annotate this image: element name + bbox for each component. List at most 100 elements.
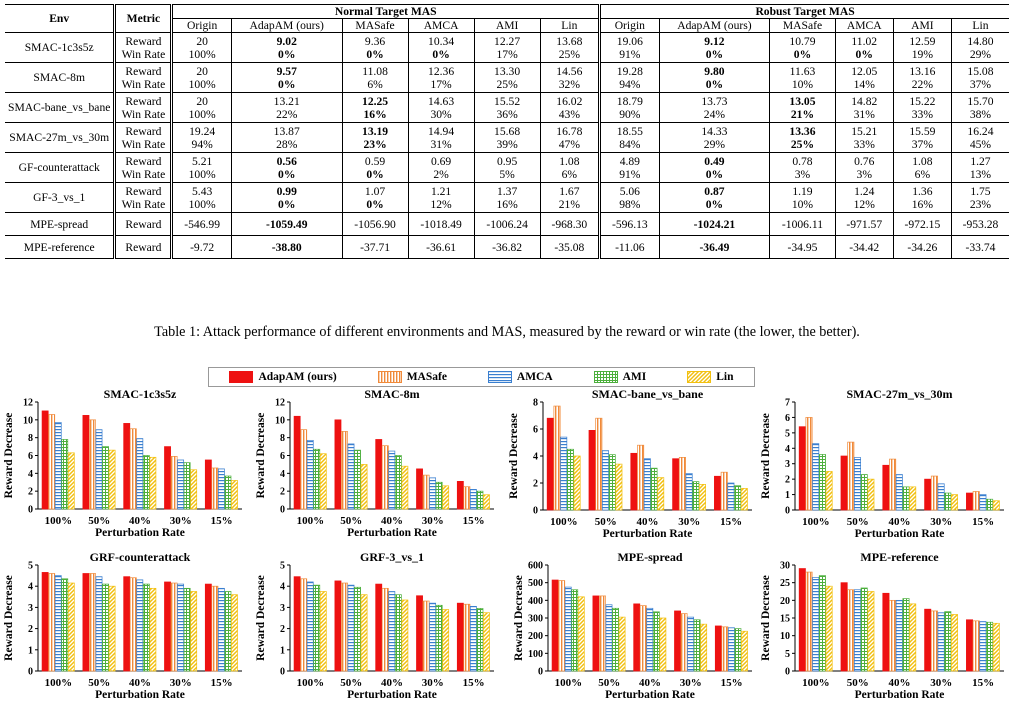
bar (300, 429, 308, 510)
value: 9.12 (704, 34, 725, 48)
bar (630, 452, 638, 511)
bar (306, 439, 314, 510)
column-header: Origin (187, 19, 218, 32)
value: 14.63 (428, 94, 455, 108)
column-header: Origin (614, 19, 645, 32)
value-cell: 20 100% (171, 32, 232, 63)
legend-swatch (487, 371, 512, 383)
column-header: Lin (950, 18, 1009, 33)
y-axis-label: Reward Decrease (508, 413, 520, 499)
value: 12% (430, 197, 452, 211)
bar (375, 439, 383, 510)
bar (108, 449, 116, 510)
value: 0.78 (792, 154, 813, 168)
bar (979, 621, 987, 672)
value: 90% (619, 107, 641, 121)
value: 9.57 (276, 64, 297, 78)
value: 3% (794, 167, 811, 181)
bar (605, 604, 613, 672)
value-cell: -36.61 (407, 235, 475, 259)
bar (924, 608, 932, 672)
bar (937, 483, 945, 511)
metric-label: Reward (125, 34, 162, 48)
y-tick-label: 2 (280, 487, 285, 498)
bar (944, 611, 952, 672)
x-axis-label: Perturbation Rate (855, 689, 945, 701)
value-cell: 15.52 36% (473, 92, 541, 123)
bar (930, 475, 938, 511)
value: 9.36 (364, 34, 386, 48)
table-row: SMAC-8m Reward Win Rate 20 100% 9.57 0% 11.08 6%… (5, 62, 1009, 93)
x-tick-label: 30% (930, 677, 952, 689)
value-cell: 13.19 23% (341, 122, 409, 153)
value: 16% (496, 197, 518, 211)
y-axis-label: Reward Decrease (3, 575, 15, 661)
env-name: GF-counterattack (5, 152, 117, 183)
value: 22% (911, 77, 933, 91)
y-axis-label: Reward Decrease (3, 413, 15, 499)
bar (231, 480, 238, 510)
value: 19% (911, 47, 933, 61)
bar (700, 623, 708, 672)
bar (170, 456, 178, 510)
value-cell: 0.87 0% (658, 182, 770, 213)
bar (637, 444, 645, 511)
value-cell: 9.80 0% (658, 62, 770, 93)
bar (714, 475, 722, 511)
value-cell: -34.95 (769, 235, 836, 259)
value: -1006.11 (781, 217, 824, 231)
bar (354, 449, 361, 510)
value: 10% (791, 197, 814, 211)
bar (123, 423, 131, 510)
value-cell: 13.05 21% (769, 92, 836, 123)
x-tick-label: 50% (88, 515, 110, 527)
y-tick-label: 2 (280, 624, 285, 635)
y-tick-label: 1 (785, 490, 790, 501)
y-tick-label: 4 (785, 444, 790, 455)
value-cell: 12.25 16% (341, 92, 409, 123)
value: 33% (911, 107, 933, 121)
value: -35.08 (554, 240, 585, 254)
y-tick-label: 3 (28, 603, 33, 614)
y-tick-label: 4 (28, 582, 33, 593)
value-cell: 1.37 16% (473, 182, 541, 213)
bar (442, 485, 450, 510)
metric-label: Win Rate (121, 167, 166, 181)
value-cell: 1.19 10% (769, 182, 836, 213)
value-cell: 19.06 91% (599, 32, 660, 63)
value: 45% (969, 137, 992, 151)
value-cell: 20 100% (171, 92, 232, 123)
y-axis-label: Reward Decrease (255, 575, 267, 661)
table-row: SMAC-1c3s5z Reward Win Rate 20 100% 9.02 0% 9.3… (5, 32, 1009, 63)
value-cell: 12.59 19% (892, 32, 952, 63)
bar (456, 602, 464, 672)
value: 6% (561, 167, 578, 181)
legend-label: Lin (716, 371, 734, 383)
bar (592, 595, 600, 672)
y-tick-label: 0 (28, 667, 33, 678)
bar (902, 598, 910, 672)
bar (422, 600, 430, 672)
y-tick-label: 600 (528, 561, 543, 572)
bar (360, 594, 368, 672)
results-table: Env Metric Normal Target MAS Robust Targ… (5, 4, 1009, 259)
value-cell: 1.07 0% (341, 182, 409, 213)
bar (571, 589, 579, 672)
bar (108, 585, 116, 672)
bar (211, 585, 219, 672)
bar (416, 468, 423, 510)
env-name: SMAC-1c3s5z (5, 32, 117, 63)
value: 0% (705, 47, 724, 61)
x-tick-label: 100% (802, 677, 830, 689)
value-cell: -971.57 (834, 212, 894, 236)
bar (341, 431, 348, 510)
value-cell: 13.73 24% (658, 92, 770, 123)
bar (136, 438, 144, 510)
bar (608, 454, 616, 511)
value: -1024.21 (693, 217, 736, 231)
value-cell: 15.68 39% (473, 122, 541, 153)
value: 15.21 (851, 124, 878, 138)
bar (812, 577, 820, 672)
value: 16.02 (556, 94, 583, 108)
value: 13.87 (273, 124, 300, 138)
